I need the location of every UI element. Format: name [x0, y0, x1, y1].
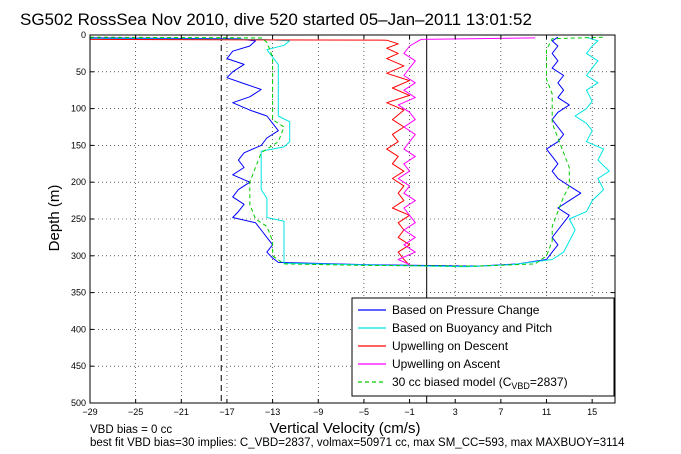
legend-label: Based on Pressure Change — [392, 303, 540, 317]
legend-box — [351, 297, 615, 397]
footer-line-2: best fit VBD bias=30 implies: C_VBD=2837… — [90, 437, 625, 449]
x-tick-label: −13 — [265, 407, 280, 417]
y-tick-label: 50 — [76, 67, 86, 77]
x-tick-label: −9 — [313, 407, 323, 417]
x-tick-label: −5 — [359, 407, 369, 417]
legend-entries: Based on Pressure Change Based on Buoyanc… — [358, 303, 568, 391]
x-tick-label: −21 — [174, 407, 189, 417]
x-axis-ticks: −29 −25 −21 −17 −13 −9 −5 −1 3 7 11 15 — [82, 35, 597, 417]
y-tick-label: 350 — [71, 288, 86, 298]
footer-line-1: VBD bias = 0 cc — [90, 424, 172, 436]
y-tick-label: 500 — [71, 398, 86, 408]
series-line-1 — [89, 36, 582, 267]
y-tick-label: 300 — [71, 251, 86, 261]
x-axis-label: Vertical Velocity (cm/s) — [270, 420, 421, 437]
y-axis-ticks: 0 50 100 150 200 250 300 350 400 450 500 — [71, 30, 615, 408]
series-line-2 — [89, 36, 610, 268]
y-tick-label: 400 — [71, 324, 86, 334]
legend: Based on Pressure Change Based on Buoyanc… — [351, 297, 615, 397]
y-tick-label: 250 — [71, 214, 86, 224]
x-tick-label: −25 — [128, 407, 143, 417]
y-tick-label: 450 — [71, 361, 86, 371]
series-line-3 — [89, 38, 411, 266]
series-group — [89, 36, 610, 268]
series-line-4 — [397, 37, 536, 266]
x-tick-label: −1 — [404, 407, 414, 417]
y-tick-label: 0 — [81, 30, 86, 40]
series-line-5 — [89, 36, 604, 267]
x-tick-label: 11 — [542, 407, 551, 417]
legend-label: Upwelling on Descent — [392, 339, 509, 353]
legend-label: Upwelling on Ascent — [392, 357, 501, 371]
x-tick-label: −29 — [82, 407, 97, 417]
x-tick-label: 7 — [498, 407, 503, 417]
legend-label: 30 cc biased model (CVBD=2837) — [392, 375, 568, 391]
x-tick-label: 3 — [453, 407, 458, 417]
legend-label: Based on Buoyancy and Pitch — [392, 321, 552, 335]
y-tick-label: 150 — [71, 140, 86, 150]
x-tick-label: −17 — [219, 407, 234, 417]
y-tick-label: 200 — [71, 177, 86, 187]
x-tick-label: 15 — [587, 407, 597, 417]
y-tick-label: 100 — [71, 104, 86, 114]
y-axis-label: Depth (m) — [46, 185, 63, 252]
chart-title: SG502 RossSea Nov 2010, dive 520 started… — [20, 10, 532, 29]
